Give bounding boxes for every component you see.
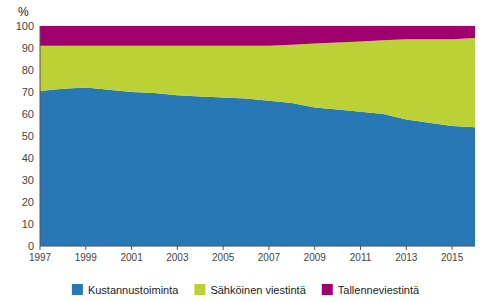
legend-item: Sähköinen viestintä: [194, 284, 306, 296]
y-tick-label: 10: [22, 218, 34, 230]
legend-swatch: [72, 284, 83, 295]
legend-item: Tallenneviestintä: [322, 284, 420, 296]
x-tick-label: 2013: [395, 252, 418, 263]
x-tick-label: 2011: [350, 252, 372, 263]
y-tick-label: 90: [22, 42, 34, 54]
x-tick-label: 1997: [29, 252, 52, 263]
x-tick-label: 2009: [304, 252, 327, 263]
legend-swatch: [194, 284, 205, 295]
y-tick-label: 70: [22, 86, 34, 98]
y-tick-label: 50: [22, 130, 34, 142]
x-tick: [223, 246, 224, 250]
y-tick-label: 60: [22, 108, 34, 120]
y-axis: [40, 26, 41, 246]
grid-line: [40, 246, 475, 247]
x-tick: [131, 246, 132, 250]
area: [40, 26, 475, 46]
x-tick-label: 2001: [120, 252, 143, 263]
x-tick-label: 1999: [75, 252, 98, 263]
x-tick: [314, 246, 315, 250]
y-axis-label: %: [18, 5, 29, 19]
legend-label: Kustannustoiminta: [88, 284, 179, 296]
y-tick-label: 40: [22, 152, 34, 164]
x-tick: [360, 246, 361, 250]
legend-label: Sähköinen viestintä: [210, 284, 306, 296]
x-tick: [85, 246, 86, 250]
x-tick-label: 2003: [166, 252, 189, 263]
x-tick-label: 2005: [212, 252, 235, 263]
y-tick-label: 30: [22, 174, 34, 186]
y-tick-label: 20: [22, 196, 34, 208]
x-tick: [268, 246, 269, 250]
x-tick: [40, 246, 41, 250]
legend: Kustannustoiminta Sähköinen viestintä Tall…: [72, 284, 420, 296]
x-axis: [40, 246, 475, 247]
chart: 0 10 20 30 40 50 60 70 80 90 100 1997 1999 2001 2003 20…: [0, 0, 491, 302]
x-tick-label: 2015: [441, 252, 464, 263]
grid: [40, 26, 475, 246]
x-tick: [177, 246, 178, 250]
areas: [40, 26, 475, 246]
legend-item: Kustannustoiminta: [72, 284, 179, 296]
y-tick-label: 80: [22, 64, 34, 76]
legend-label: Tallenneviestintä: [338, 284, 420, 296]
x-tick: [406, 246, 407, 250]
y-tick-label: 100: [16, 20, 34, 32]
y-tick-label: 0: [28, 240, 34, 252]
legend-swatch: [322, 284, 333, 295]
x-tick-label: 2007: [258, 252, 281, 263]
area: [40, 38, 475, 127]
x-tick: [452, 246, 453, 250]
